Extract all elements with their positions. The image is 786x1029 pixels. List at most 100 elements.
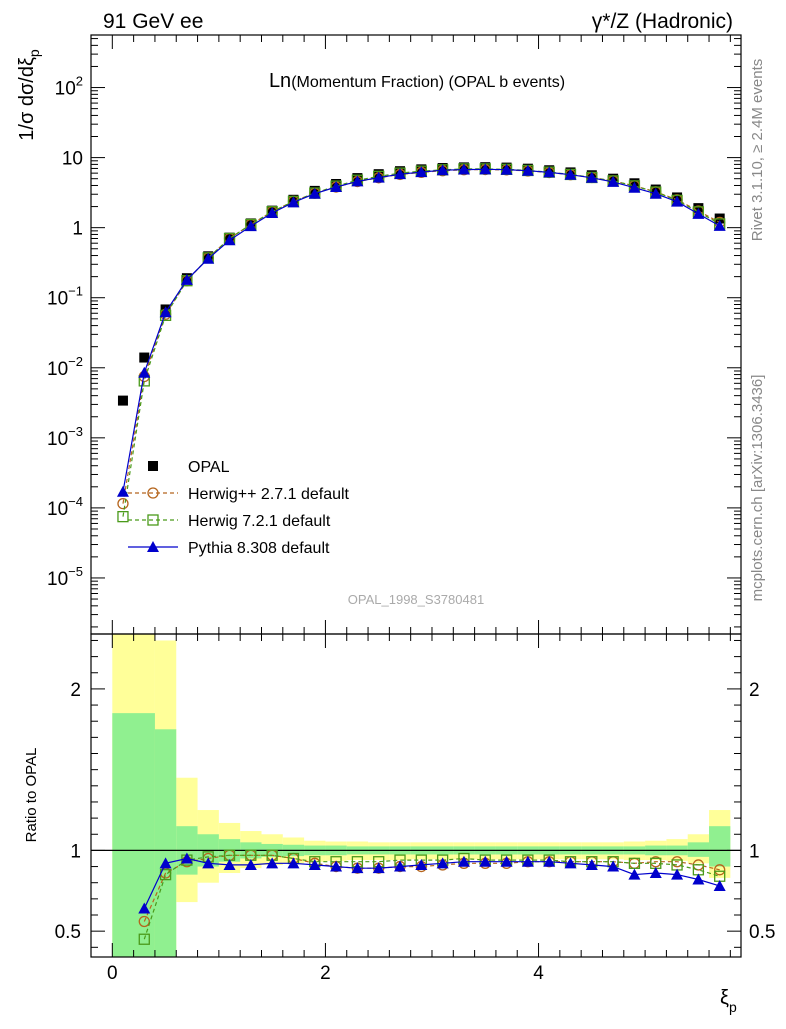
mcplots-label: mcplots.cern.ch [arXiv:1306.3436] <box>749 375 766 602</box>
main-series-3-point <box>436 164 449 176</box>
x-axis-label: ξp <box>720 987 737 1015</box>
ratio-series-2-point <box>607 860 620 872</box>
main-panel: 102 10 1 10−1 10−2 10−3 10−4 10−5 OPAL Herwig++ 2… <box>47 34 742 635</box>
ratio-y-tick-label: 2 <box>70 680 81 701</box>
ratio-series-2-point <box>202 857 215 869</box>
main-series-3-point <box>159 306 172 318</box>
ratio-series-1-point <box>138 933 150 945</box>
main-y-label-text: 1/σ dσ/dξ <box>16 57 38 141</box>
main-series-1-point <box>117 497 129 510</box>
ratio-series-2-point <box>394 860 407 872</box>
main-series-3-point <box>564 168 577 180</box>
main-y-tick-label: 10−3 <box>47 424 83 450</box>
main-series-0-point <box>139 352 150 363</box>
header-left: 91 GeV ee <box>103 10 203 33</box>
main-series-3-point <box>713 219 726 231</box>
legend-label: Pythia 8.308 default <box>188 540 330 557</box>
ratio-series-2-point <box>585 858 598 870</box>
main-y-tick-label: 10−5 <box>47 564 83 590</box>
ratio-series-2-point <box>330 860 343 872</box>
ratio-series-2-point <box>713 879 726 891</box>
main-y-tick-label: 10−1 <box>47 284 83 310</box>
ratio-series-2-point <box>436 857 449 869</box>
main-series-3-point <box>671 195 684 207</box>
legend-marker <box>148 461 158 471</box>
main-series-3-point <box>543 166 556 178</box>
chart-title-main: Ln <box>269 70 291 92</box>
ratio-y-tick-label: 0.5 <box>55 922 81 943</box>
stat-uncertainty-band-bin <box>709 826 731 867</box>
chart-title-rest: (Momentum Fraction) (OPAL b events) <box>291 74 565 91</box>
main-series-3-point <box>372 171 385 183</box>
ratio-series-1-point <box>628 857 641 869</box>
main-series-3-point <box>138 366 151 378</box>
ratio-series-2-point <box>180 852 193 864</box>
ratio-y-tick-label-right: 0.5 <box>749 922 775 943</box>
legend: OPAL Herwig++ 2.7.1 default Herwig 7.2.1 d… <box>128 459 350 557</box>
main-series-0-point <box>117 395 128 406</box>
main-y-label-sub: p <box>26 49 42 57</box>
main-series-3-point <box>628 181 641 193</box>
ratio-y-label: Ratio to OPAL <box>23 748 40 843</box>
main-series-3-point <box>649 187 662 199</box>
main-y-tick-label: 10−4 <box>47 494 83 520</box>
main-series-3-point <box>266 206 279 218</box>
ratio-series-2-point <box>692 873 705 885</box>
legend-label: Herwig++ 2.7.1 default <box>188 486 350 503</box>
main-series-2-point <box>117 510 129 523</box>
x-tick-label: 0 <box>107 963 118 984</box>
main-y-label: 1/σ dσ/dξp <box>16 49 42 141</box>
main-series-line-3 <box>122 168 720 492</box>
main-series-3-point <box>607 175 620 187</box>
main-series-3-point <box>116 485 129 497</box>
main-series-3-point <box>521 164 534 176</box>
ratio-series-2-point <box>500 855 513 867</box>
legend-marker <box>147 514 159 526</box>
ratio-series-2-point <box>521 855 534 867</box>
x-tick-label: 4 <box>533 963 544 984</box>
ratio-series-2-point <box>479 855 492 867</box>
ratio-series-2-point <box>649 867 662 879</box>
main-series-3-point <box>457 163 470 175</box>
ratio-series-2-point <box>266 857 279 869</box>
ratio-series-2-point <box>543 855 556 867</box>
stat-uncertainty-band-bin <box>112 713 155 957</box>
x-tick-label: 2 <box>320 963 331 984</box>
ratio-series-2-point <box>244 858 257 870</box>
main-series-3-point <box>330 181 343 193</box>
main-series-3-point <box>308 187 321 199</box>
main-series-3-point <box>287 196 300 208</box>
ratio-series-0-point <box>138 915 150 928</box>
ratio-series-2-point <box>159 857 172 869</box>
ratio-series-2-point <box>671 868 684 880</box>
ratio-panel: 0 2 4 0.5 0.5 1 1 2 2 <box>55 633 775 984</box>
main-series-3-point <box>244 220 257 232</box>
rivet-label: Rivet 3.1.10, ≥ 2.4M events <box>749 59 766 242</box>
legend-label: OPAL <box>188 459 230 476</box>
ratio-y-tick-label: 1 <box>70 841 81 862</box>
x-axis-label-sub: p <box>729 999 737 1015</box>
main-series-3-point <box>585 171 598 183</box>
header-right: γ*/Z (Hadronic) <box>592 10 733 33</box>
main-series-3-point <box>202 252 215 264</box>
ratio-series-line-1 <box>143 854 720 940</box>
ratio-series-line-2 <box>143 857 720 909</box>
legend-marker <box>147 541 159 552</box>
main-series-3-point <box>180 273 193 285</box>
ratio-series-2-point <box>138 902 151 914</box>
main-series-3-point <box>394 168 407 180</box>
main-y-tick-label: 1 <box>72 219 83 240</box>
ratio-series-2-point <box>223 858 236 870</box>
ratio-series-0-point <box>714 864 726 876</box>
ratio-series-2-point <box>457 855 470 867</box>
watermark: OPAL_1998_S3780481 <box>348 592 484 607</box>
ratio-y-tick-label-right: 2 <box>749 680 760 701</box>
x-axis-label-text: ξ <box>720 987 729 1009</box>
stat-uncertainty-band-bin <box>687 842 710 857</box>
ratio-series-2-point <box>372 862 385 874</box>
ratio-series-2-point <box>415 858 428 870</box>
main-series-3-point <box>351 175 364 187</box>
main-y-tick-label: 10 <box>62 149 83 170</box>
ratio-y-tick-label-right: 1 <box>749 841 760 862</box>
